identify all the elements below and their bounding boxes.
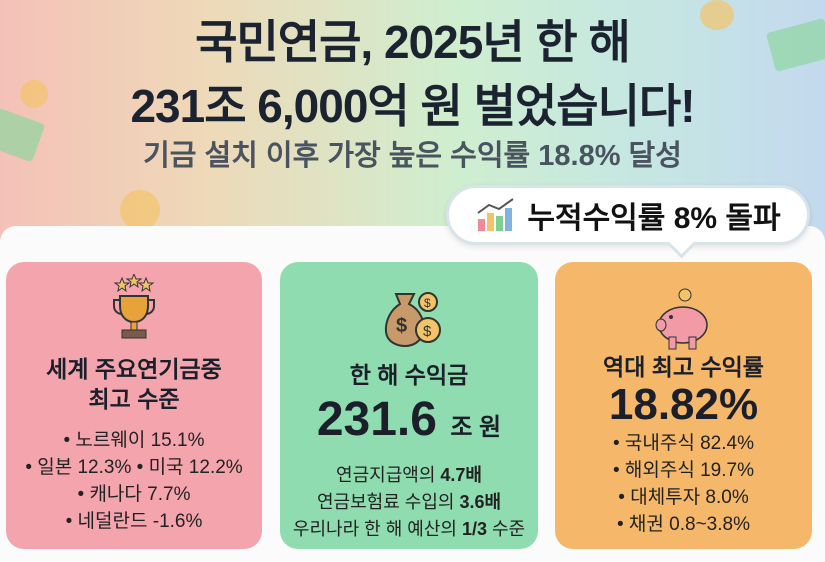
card-annual-profit: $ $ $ 한 해 수익금 231.6 조 원 연금지급액의 4.7배 연금보험… — [280, 262, 538, 549]
coin-decoration — [700, 0, 734, 30]
subtitle: 기금 설치 이후 가장 높은 수익률 18.8% 달성 — [143, 140, 682, 172]
asset-return-list: • 국내주식 82.4% • 해외주식 19.7% • 대체투자 8.0% • … — [555, 430, 812, 538]
card-record-return: 역대 최고 수익률 18.82% • 국내주식 82.4% • 해외주식 19.… — [555, 262, 812, 549]
list-item: • 노르웨이 15.1% — [63, 430, 205, 451]
svg-text:$: $ — [424, 296, 431, 310]
profit-value-row: 231.6 조 원 — [280, 392, 538, 447]
card-title: 역대 최고 수익률 — [603, 354, 764, 380]
line-text: 연금보험료 수입의 — [316, 492, 460, 512]
line-text: 우리나라 한 해 예산의 — [292, 519, 462, 539]
headline-line2: 231조 6,000억 원 벌었습니다! — [130, 80, 695, 132]
list-item: • 일본 12.3% • 미국 12.2% — [25, 457, 243, 478]
line-text: 연금지급액의 — [336, 465, 441, 485]
card-title-line1: 세계 주요연기금중 — [46, 356, 222, 382]
profit-unit: 조 원 — [450, 414, 502, 441]
list-item: • 네덜란드 -1.6% — [65, 511, 203, 532]
piggy-bank-icon — [655, 288, 708, 350]
comparison-list: 연금지급액의 4.7배 연금보험료 수입의 3.6배 우리나라 한 해 예산의 … — [280, 462, 538, 543]
cumulative-return-badge: 누적수익률 8% 돌파 — [446, 185, 810, 245]
list-item: 우리나라 한 해 예산의 1/3 수준 — [280, 516, 538, 543]
line-emphasis: 1/3 — [461, 519, 487, 539]
line-emphasis: 4.7배 — [440, 465, 482, 485]
line-emphasis: 3.6배 — [459, 492, 502, 512]
coin-decoration — [120, 190, 160, 230]
card-title-line2: 최고 수준 — [88, 386, 180, 412]
trophy-icon — [113, 274, 155, 339]
svg-text:$: $ — [423, 323, 432, 340]
svg-text:$: $ — [396, 315, 407, 337]
hero-banner: 국민연금, 2025년 한 해 231조 6,000억 원 벌었습니다! 기금 … — [0, 0, 825, 240]
coin-decoration — [20, 80, 48, 108]
record-return-value: 18.82% — [608, 380, 759, 429]
list-item: 연금지급액의 4.7배 — [280, 462, 538, 489]
headline-line1: 국민연금, 2025년 한 해 — [195, 16, 631, 68]
list-item: • 대체투자 8.0% — [618, 487, 749, 508]
list-item: • 국내주식 82.4% — [612, 433, 754, 454]
bar-chart-icon — [477, 198, 514, 231]
list-item: 연금보험료 수입의 3.6배 — [280, 489, 538, 516]
country-return-list: • 노르웨이 15.1% • 일본 12.3% • 미국 12.2% • 캐나다… — [6, 427, 262, 535]
card-title: 한 해 수익금 — [349, 362, 469, 388]
list-item: • 캐나다 7.7% — [77, 484, 191, 505]
list-item: • 채권 0.8~3.8% — [617, 514, 750, 535]
list-item: • 해외주식 19.7% — [612, 460, 754, 481]
card-world-ranking: 세계 주요연기금중 최고 수준 • 노르웨이 15.1% • 일본 12.3% … — [6, 262, 262, 549]
profit-value: 231.6 — [316, 393, 437, 446]
money-bag-icon: $ $ $ — [384, 292, 441, 348]
badge-label: 누적수익률 8% 돌파 — [527, 202, 781, 235]
line-tail: 수준 — [486, 519, 526, 539]
